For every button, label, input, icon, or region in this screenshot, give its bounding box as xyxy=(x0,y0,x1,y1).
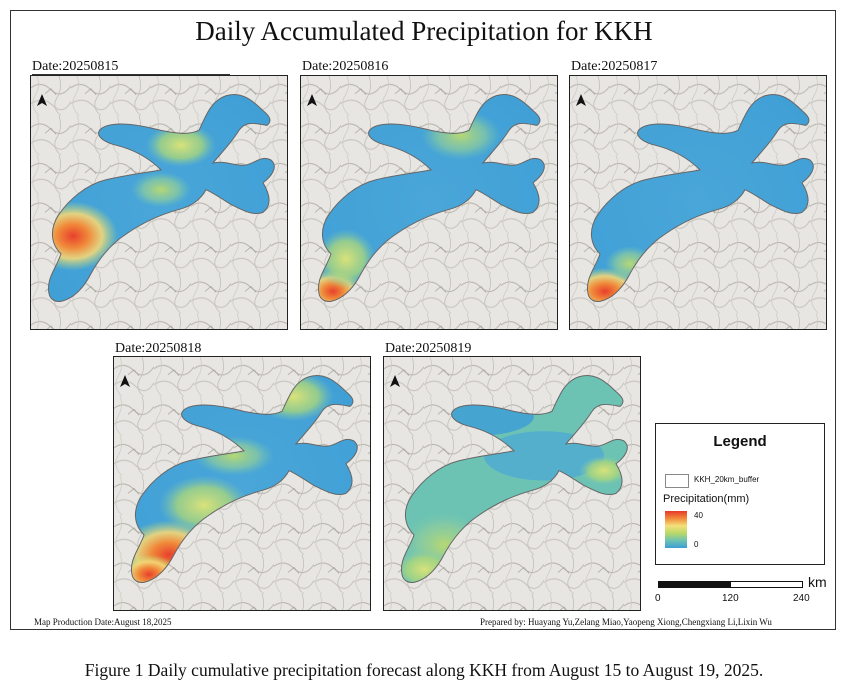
precip-map-3 xyxy=(570,76,826,329)
map-panel-20250815 xyxy=(30,75,288,330)
prepared-by: Prepared by: Huayang Yu,Zelang Miao,Yaop… xyxy=(480,617,772,627)
scale-bar xyxy=(658,581,803,588)
scale-tick-0: 0 xyxy=(655,593,661,604)
map-panel-20250816 xyxy=(300,75,558,330)
north-arrow-icon xyxy=(307,94,317,106)
precip-map-1 xyxy=(31,76,287,329)
precip-label: Precipitation(mm) xyxy=(663,493,750,505)
buffer-swatch xyxy=(665,474,689,488)
precip-color-ramp xyxy=(665,511,687,548)
production-date: Map Production Date:August 18,2025 xyxy=(34,617,172,627)
panel-3-date: Date:20250817 xyxy=(571,59,658,74)
map-panel-20250819 xyxy=(383,356,641,611)
figure-caption: Figure 1 Daily cumulative precipitation … xyxy=(84,660,764,680)
buffer-label: KKH_20km_buffer xyxy=(694,475,760,484)
north-arrow-icon xyxy=(390,375,400,387)
map-title: Daily Accumulated Precipitation for KKH xyxy=(195,16,653,46)
precip-map-5 xyxy=(384,357,640,610)
ramp-min-label: 0 xyxy=(694,540,699,549)
ramp-max-label: 40 xyxy=(694,511,703,520)
panel-2-date: Date:20250816 xyxy=(302,59,389,74)
map-panel-20250817 xyxy=(569,75,827,330)
precip-map-4 xyxy=(114,357,370,610)
north-arrow-icon xyxy=(37,94,47,106)
map-frame xyxy=(10,10,836,630)
scale-unit: km xyxy=(808,574,827,590)
north-arrow-icon xyxy=(120,375,130,387)
legend-box: Legend KKH_20km_buffer Precipitation(mm)… xyxy=(655,423,825,565)
legend-title: Legend xyxy=(713,433,767,450)
north-arrow-icon xyxy=(576,94,586,106)
panel-4-date: Date:20250818 xyxy=(115,341,202,356)
scale-tick-240: 240 xyxy=(793,593,810,604)
panel-1-date-underline xyxy=(32,74,230,75)
panel-1-date: Date:20250815 xyxy=(32,59,119,74)
panel-5-date: Date:20250819 xyxy=(385,341,472,356)
map-panel-20250818 xyxy=(113,356,371,611)
scale-tick-120: 120 xyxy=(722,593,739,604)
precip-map-2 xyxy=(301,76,557,329)
